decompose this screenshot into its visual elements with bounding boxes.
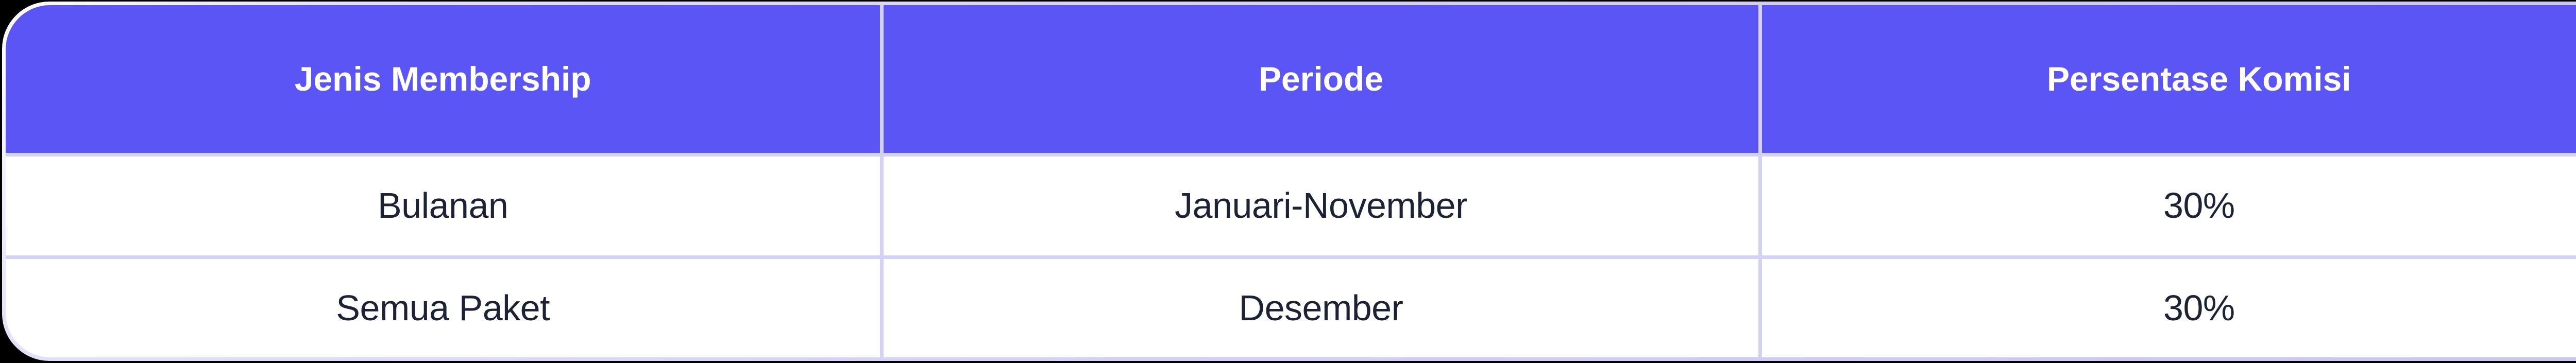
table-cell-komisi-row1: 30% <box>1761 157 2576 255</box>
header-cell-periode: Periode <box>884 5 1758 153</box>
commission-table-grid: Jenis Membership Periode Persentase Komi… <box>6 5 2576 357</box>
table-cell-membership-row2: Semua Paket <box>6 258 880 357</box>
table-cell-membership-row1: Bulanan <box>6 157 880 255</box>
table-cell-periode-row2: Desember <box>884 258 1758 357</box>
table-cell-periode-row1: Januari-November <box>884 157 1758 255</box>
header-cell-jenis-membership: Jenis Membership <box>6 5 880 153</box>
header-cell-persentase-komisi: Persentase Komisi <box>1761 5 2576 153</box>
table-cell-komisi-row2: 30% <box>1761 258 2576 357</box>
